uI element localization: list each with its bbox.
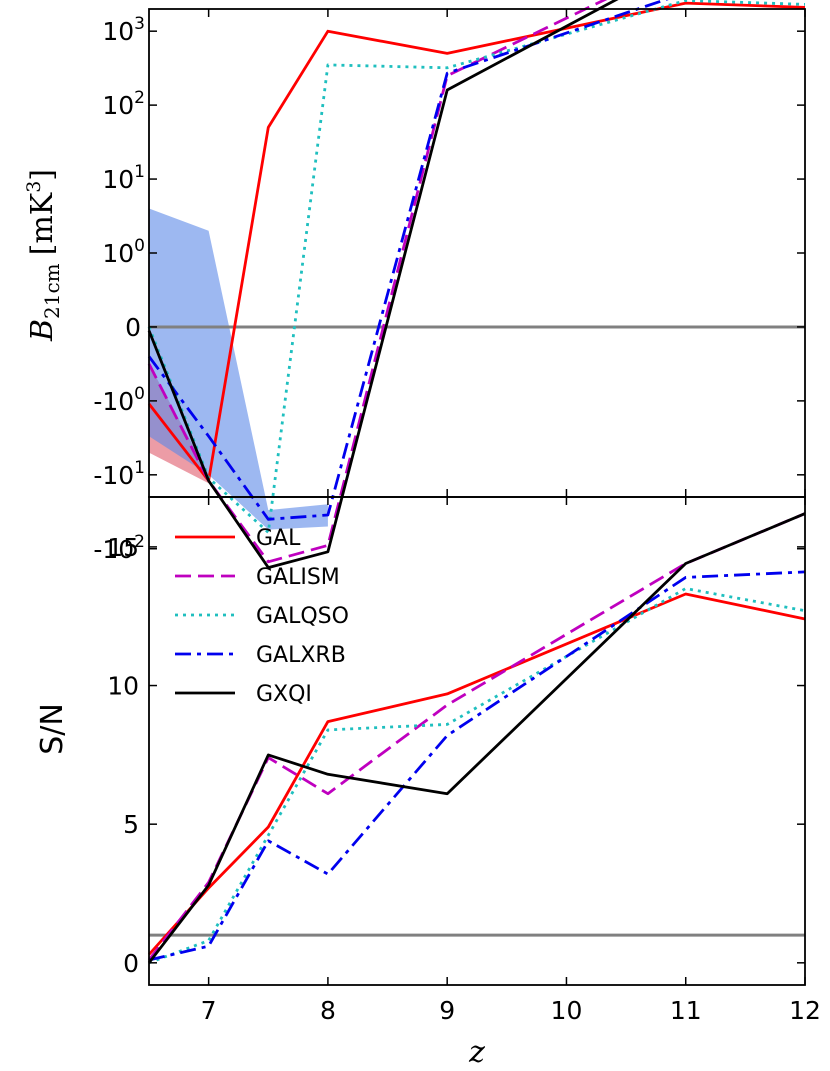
y-tick-label-top: -102 [93, 532, 145, 564]
series-line-bottom-galism [147, 512, 806, 961]
y-axis-label-top: B21cm[mK3] [23, 169, 64, 342]
series-line-bottom-gal [147, 592, 806, 956]
legend-label-galqso: GALQSO [256, 604, 349, 629]
band-galxrb [149, 208, 328, 530]
bottom-axes-frame [148, 496, 806, 986]
series-line-top-gxqi [147, 0, 619, 569]
x-tick-label: 9 [439, 996, 455, 1025]
legend: GAL GALISM GALQSO GALXRB GXQI [175, 526, 349, 707]
legend-label-galism: GALISM [256, 565, 340, 590]
y-tick-label-bottom: 10 [107, 672, 139, 701]
series-line-bottom-galxrb [148, 570, 806, 962]
y-tick-label-bottom: 5 [123, 810, 139, 839]
x-tick-label: 12 [789, 996, 821, 1025]
y-tick-label-top: 100 [102, 236, 145, 268]
x-tick-label: 10 [551, 996, 583, 1025]
series-line-bottom-gxqi [147, 512, 806, 964]
bottom-panel: 0 5 10 15 7 8 9 10 11 12 z S/N [35, 496, 821, 1070]
x-tick-label: 8 [320, 996, 336, 1025]
legend-label-gxqi: GXQI [256, 682, 312, 707]
x-tick-label: 11 [670, 996, 702, 1025]
y-tick-label-bottom: 15 [107, 533, 139, 562]
series-line-top-galxrb [147, 0, 669, 521]
y-tick-label-top: 103 [102, 14, 145, 46]
y-tick-label-top: 0 [125, 313, 141, 342]
y-tick-label-top: 101 [102, 162, 145, 194]
x-tick-label: 7 [201, 996, 217, 1025]
legend-label-gal: GAL [256, 526, 301, 551]
y-tick-label-bottom: 0 [123, 949, 139, 978]
y-tick-label-top: -101 [93, 458, 145, 490]
legend-label-galxrb: GALXRB [256, 643, 346, 668]
y-tick-label-top: 102 [102, 88, 145, 120]
series-line-bottom-galqso [148, 587, 806, 965]
y-tick-label-top: -100 [93, 384, 145, 416]
y-axis-label-bottom: S/N [35, 703, 70, 755]
x-axis-label: z [468, 1035, 485, 1070]
